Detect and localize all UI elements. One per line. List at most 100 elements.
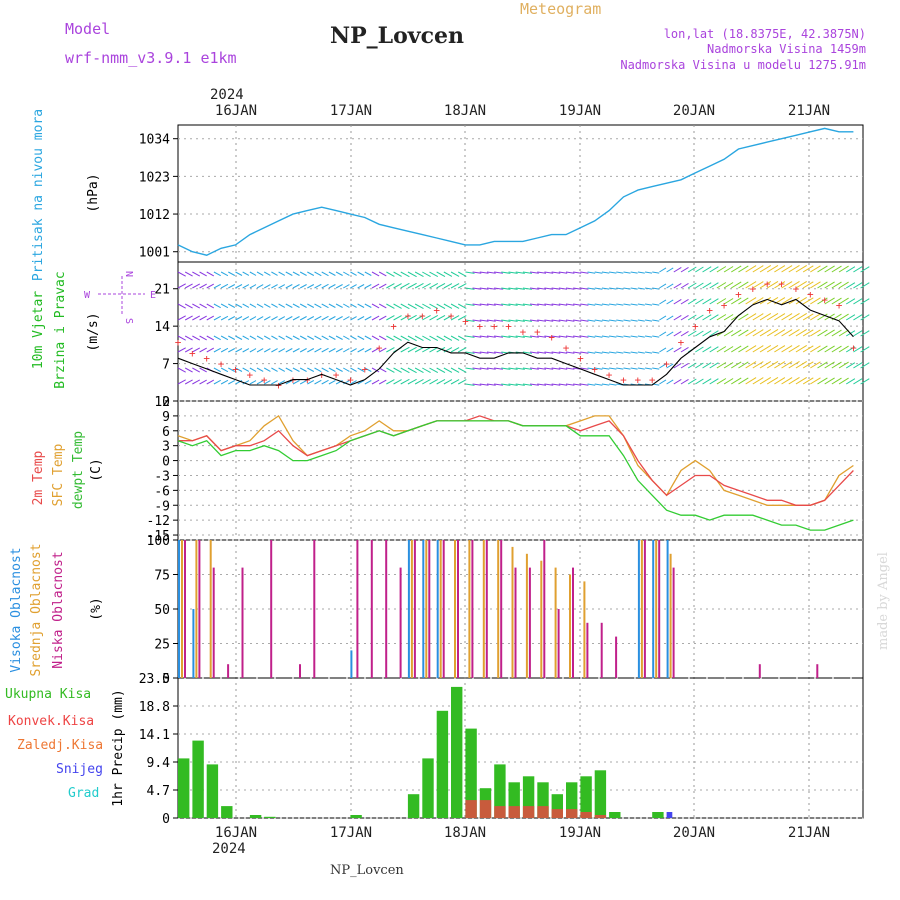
wind-arrow (824, 297, 835, 305)
wind-arrow (601, 303, 610, 306)
wind-arrow (321, 283, 329, 289)
wind-gust-marker: + (405, 309, 412, 322)
low-cloud-bar (356, 540, 359, 678)
wind-arrow (422, 282, 431, 289)
y-tick-label: -3 (154, 469, 170, 484)
wind-arrow (508, 303, 518, 306)
wind-arrow (623, 287, 631, 290)
y-tick-label: 4.7 (147, 784, 170, 799)
wind-arrow (192, 283, 201, 289)
wind-arrow (371, 303, 380, 309)
wind-arrow (422, 303, 431, 310)
wind-arrow (853, 362, 863, 369)
low-cloud-bar (270, 540, 273, 678)
wind-arrow (666, 331, 674, 337)
wind-arrow (343, 303, 350, 308)
wind-arrow (256, 284, 264, 289)
y-tick-label: 75 (154, 569, 170, 584)
precip-total-bar (178, 758, 190, 818)
bottom-day-tick-label: 17JAN (330, 825, 372, 841)
wind-arrow (429, 335, 439, 342)
wind-arrow (644, 335, 653, 338)
wind-arrow (609, 335, 617, 338)
wind-arrow (371, 379, 380, 385)
wind-arrow (350, 303, 357, 308)
precip-total-bar (451, 686, 463, 818)
precip-total-bar (192, 740, 204, 818)
wind-arrow (810, 361, 821, 369)
wind-gust-marker: + (304, 374, 311, 387)
wind-arrow (328, 284, 336, 289)
precip-conv-bar (594, 815, 607, 818)
wind-gust-marker: + (635, 374, 642, 387)
wind-arrow (378, 303, 387, 309)
top-day-tick-label: 19JAN (559, 103, 601, 119)
wind-arrow (558, 287, 568, 290)
wind-arrow (436, 335, 446, 342)
wind-arrow (544, 367, 554, 370)
wind-arrow (680, 378, 689, 385)
wind-arrow (192, 367, 201, 373)
y-tick-label: 7 (162, 358, 170, 373)
wind-arrow (802, 281, 814, 289)
wind-arrow (788, 312, 800, 321)
wind-arrow (609, 319, 617, 322)
wind-arrow (838, 313, 849, 321)
wind-arrow (565, 351, 575, 354)
low-cloud-ylabel: Niska Oblacnost (51, 551, 66, 668)
wind-arrow (278, 380, 286, 385)
y-tick-label: -15 (147, 529, 170, 544)
wind-arrow (299, 303, 307, 308)
mid-cloud-bar (425, 540, 428, 678)
wind-arrow (565, 319, 575, 322)
wind-arrow (795, 360, 807, 369)
precip-total-bar (580, 776, 592, 818)
wind-arrow (630, 287, 638, 290)
wind-arrow (738, 297, 749, 305)
wind-arrow (515, 367, 525, 370)
wind-arrow (465, 367, 475, 370)
wind-arrow (357, 284, 365, 289)
wind-arrow (680, 266, 689, 273)
wind-gust-marker: + (419, 309, 426, 322)
wind-arrow (637, 271, 645, 274)
wind-arrow (752, 265, 764, 273)
wind-arrow (436, 303, 446, 310)
bottom-day-tick-label: 19JAN (559, 825, 601, 841)
precip-total-bar (594, 770, 607, 818)
wind-arrow (292, 303, 300, 308)
wind-arrow (184, 315, 193, 321)
wind-arrow (472, 335, 482, 338)
low-cloud-bar (600, 622, 603, 678)
wind-arrow (393, 303, 402, 309)
wind-arrow (228, 284, 236, 289)
mid-cloud-bar (497, 540, 500, 678)
wind-arrow (350, 335, 357, 340)
wind-arrow (457, 315, 467, 321)
wind-arrow (177, 271, 186, 277)
wind-arrow (256, 271, 264, 276)
wind-arrow (537, 335, 547, 338)
wind-arrow (206, 271, 215, 277)
wind-arrow (335, 335, 343, 340)
wind-arrow (393, 335, 402, 341)
wind-arrow (817, 329, 828, 337)
wind-arrow (723, 330, 734, 337)
wind-arrow (652, 287, 660, 290)
wind-arrow (292, 335, 300, 340)
wind-arrow (709, 282, 719, 289)
wind-arrow (659, 267, 667, 273)
wind-arrow (192, 303, 201, 309)
wind-arrow (731, 361, 742, 369)
wind-arrow (759, 264, 772, 273)
wind-arrow (587, 271, 596, 274)
wind-arrow (695, 298, 704, 305)
wind-arrow (623, 335, 631, 338)
wind-arrow (515, 271, 525, 274)
wind-arrow (644, 319, 653, 322)
wind-arrow (357, 367, 365, 372)
precip-conv-bar (465, 800, 477, 818)
wind-arrow (666, 379, 674, 385)
wind-arrow (644, 303, 653, 306)
y-tick-label: 0 (162, 395, 170, 410)
